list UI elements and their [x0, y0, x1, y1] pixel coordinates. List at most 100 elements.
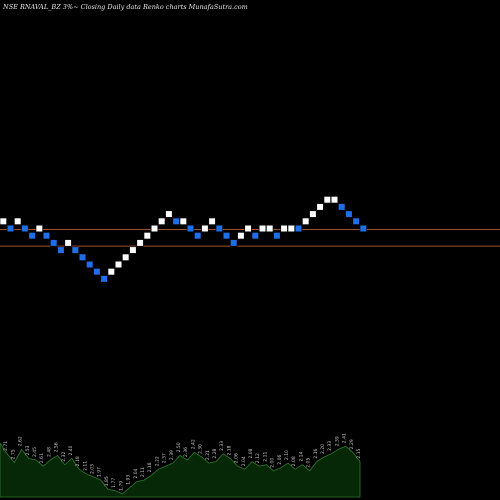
lower-panel-value-label: 2.28: [212, 448, 218, 458]
renko-brick-up: [179, 217, 187, 225]
renko-brick-up: [165, 210, 173, 218]
lower-panel-value-label: 2.08: [291, 456, 297, 466]
renko-brick-up: [35, 224, 43, 233]
renko-brick-up: [150, 224, 159, 233]
lower-panel-value-label: 2.04: [241, 456, 247, 466]
renko-brick-down: [28, 232, 36, 240]
renko-brick-up: [323, 196, 331, 204]
lower-panel: 2.792.712.752.622.53 2.452.612.48 2.562.32…: [0, 430, 362, 498]
lower-panel-value-label: 2.71: [3, 441, 9, 451]
renko-brick-down: [222, 232, 231, 240]
lower-panel-value-label: 2.06: [277, 455, 283, 465]
lower-panel-value-label: 1.85: [104, 476, 110, 486]
renko-brick-up: [208, 217, 216, 225]
lower-panel-value-label: 2.45: [32, 447, 38, 457]
lower-panel-value-label: 2.05: [306, 458, 312, 468]
renko-brick-up: [258, 224, 267, 233]
renko-brick-down: [215, 224, 223, 233]
renko-brick-up: [280, 224, 288, 233]
lower-panel-value-label: 2.14: [298, 452, 304, 462]
lower-panel-value-label: 2.79: [0, 430, 2, 440]
lower-panel-value-label: 2.22: [154, 456, 160, 466]
lower-panel-value-label: 1.77: [111, 478, 117, 488]
renko-brick-down: [42, 232, 51, 240]
lower-panel-value-label: 2.30: [198, 444, 204, 454]
renko-brick-up: [143, 232, 151, 240]
lower-panel-value-label: 2.11: [140, 467, 146, 477]
renko-brick-down: [273, 232, 281, 240]
lower-panel-value-label: 2.20: [320, 444, 326, 454]
lower-panel-value-label: 2.04: [133, 468, 139, 478]
lower-panel-value-label: 1.97: [97, 467, 103, 477]
renko-brick-down: [172, 217, 180, 225]
lower-panel-value-label: 2.29: [349, 439, 355, 449]
lower-panel-value-label: 2.40: [68, 445, 74, 455]
renko-brick-up: [316, 203, 324, 211]
renko-brick-up: [158, 217, 166, 225]
renko-brick-up: [0, 217, 7, 225]
renko-brick-down: [100, 275, 108, 283]
lower-panel-area: [0, 442, 361, 498]
lower-panel-value-label: 1.93: [126, 475, 132, 485]
lower-panel-value-label: 2.03: [90, 464, 96, 474]
lower-panel-value-label: 2.12: [255, 453, 261, 463]
lower-panel-value-label: 2.18: [226, 445, 232, 455]
renko-brick-up: [244, 224, 252, 233]
lower-panel-value-label: 2.62: [18, 436, 24, 446]
lower-panel-value-label: 2.06: [234, 453, 240, 463]
renko-brick-down: [71, 246, 79, 254]
renko-brick-up: [237, 232, 245, 240]
lower-panel-value-label: 2.75: [10, 449, 16, 459]
renko-brick-down: [345, 210, 353, 218]
lower-panel-value-label: 2.18: [147, 462, 153, 472]
renko-brick-up: [136, 239, 144, 247]
lower-panel-value-label: 2.11: [262, 452, 268, 462]
renko-brick-up: [330, 196, 339, 204]
lower-panel-value-label: 2.32: [61, 452, 67, 462]
renko-brick-down: [93, 268, 101, 276]
lower-panel-value-label: 2.50: [176, 442, 182, 452]
renko-brick-up: [309, 210, 317, 218]
renko-brick-up: [201, 224, 209, 233]
lower-panel-value-label: 2.16: [313, 448, 319, 458]
renko-brick-down: [359, 224, 367, 233]
renko-brick-down: [57, 246, 65, 254]
lower-panel-value-label: 2.15: [356, 448, 362, 458]
lower-panel-value-label: 2.33: [219, 441, 225, 451]
lower-panel-value-label: 2.00: [270, 458, 276, 468]
renko-brick-up: [302, 217, 310, 225]
renko-brick-up: [14, 217, 22, 225]
lower-panel-value-label: 2.61: [39, 453, 45, 463]
lower-panel-value-label: 2.42: [190, 439, 196, 449]
lower-panel-value-label: 2.10: [284, 450, 290, 460]
lower-panel-value-label: 2.39: [334, 436, 340, 446]
renko-brick-up: [64, 239, 72, 247]
lower-panel-value-label: 1.79: [118, 481, 124, 491]
renko-brick-down: [78, 253, 87, 261]
renko-brick-down: [352, 217, 360, 225]
lower-panel-value-label: 2.37: [162, 453, 168, 463]
renko-brick-up: [287, 224, 295, 233]
lower-panel-value-label: 2.36: [183, 447, 189, 457]
lower-panel-value-label: 2.08: [248, 448, 254, 458]
renko-brick-up: [266, 224, 274, 233]
renko-brick-down: [338, 203, 346, 211]
renko-brick-down: [21, 224, 29, 233]
renko-brick-down: [194, 232, 202, 240]
renko-brick-up: [114, 260, 123, 269]
renko-brick-down: [86, 260, 94, 269]
renko-brick-up: [107, 268, 115, 276]
renko-brick-down: [6, 224, 15, 233]
lower-panel-value-label: 2.18: [75, 456, 81, 466]
lower-panel-value-label: 2.56: [54, 442, 60, 452]
renko-brick-down: [50, 239, 58, 247]
renko-brick-up: [129, 246, 137, 254]
renko-brick-up: [122, 253, 130, 261]
renko-brick-down: [186, 224, 195, 233]
lower-panel-value-label: 2.41: [342, 433, 348, 443]
lower-panel-value-label: 2.48: [46, 447, 52, 457]
renko-brick-down: [294, 224, 303, 233]
chart-title: NSE RNAVAL_BZ 3%~ Closing Daily data Ren…: [3, 3, 248, 11]
lower-panel-value-label: 2.33: [327, 441, 333, 451]
